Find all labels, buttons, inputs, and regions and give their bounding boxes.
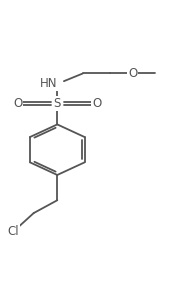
- Text: S: S: [54, 97, 61, 110]
- Text: Cl: Cl: [7, 226, 19, 239]
- Text: O: O: [128, 67, 137, 80]
- Text: O: O: [92, 97, 101, 110]
- Text: O: O: [13, 97, 22, 110]
- Text: HN: HN: [40, 77, 57, 90]
